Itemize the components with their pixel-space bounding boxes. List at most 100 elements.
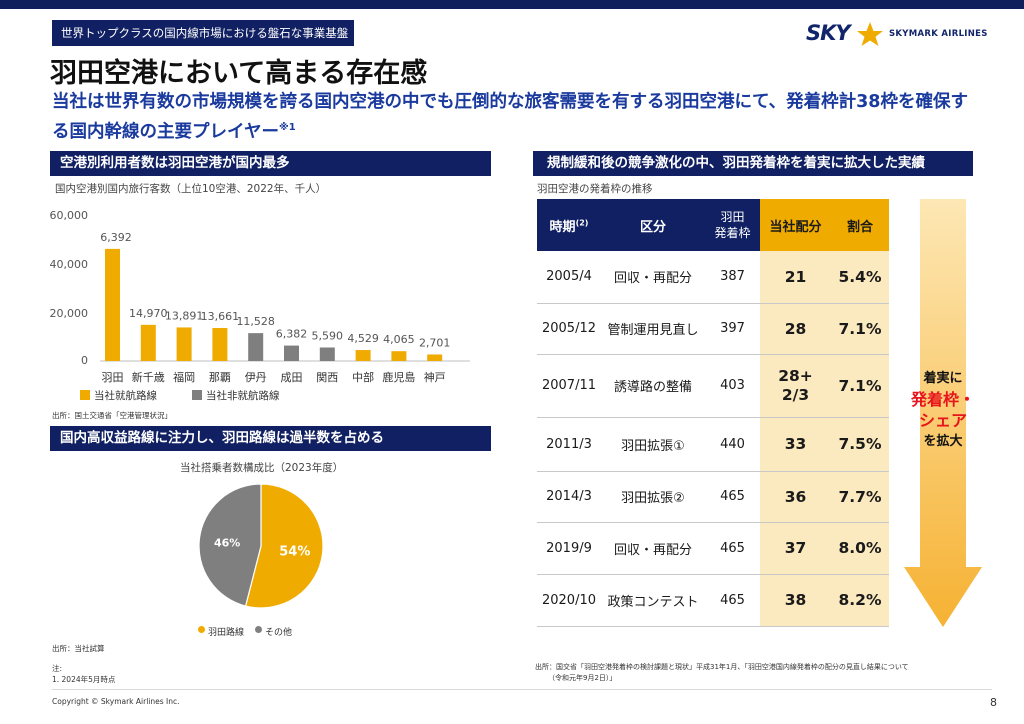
top-accent-bar <box>0 0 1024 9</box>
cell-our-slots: 38 <box>760 574 831 627</box>
table-row: 2005/4 回収・再配分 387 21 5.4% <box>537 251 889 304</box>
arrow-label-3: シェア <box>918 411 967 430</box>
cell-our-slots: 36 <box>760 471 831 523</box>
page-title: 羽田空港において高まる存在感 <box>50 58 428 89</box>
cell-period: 2011/3 <box>537 417 601 472</box>
table-row: 2014/3 羽田拡張② 465 36 7.7% <box>537 471 889 523</box>
pie-section-title: 国内高収益路線に注力し、羽田路線は過半数を占める <box>50 426 491 451</box>
cell-share: 7.1% <box>831 303 889 355</box>
cell-share: 7.1% <box>831 354 889 418</box>
col-header-period: 時期(2) <box>537 199 601 251</box>
legend-dot-haneda <box>198 626 205 633</box>
cell-haneda-slots: 465 <box>705 574 760 627</box>
cell-period: 2005/4 <box>537 251 601 304</box>
cell-category: 羽田拡張② <box>601 471 705 523</box>
bar-source: 出所：国土交通省「空港管理状況」 <box>52 411 172 420</box>
cell-share: 8.0% <box>831 522 889 575</box>
cell-share: 7.5% <box>831 417 889 472</box>
cell-our-slots: 28 <box>760 303 831 355</box>
note-label: 注: <box>52 664 63 673</box>
pie-slice <box>244 483 324 609</box>
legend-label-served: 当社就航路線 <box>94 390 157 402</box>
subtitle-note: ※1 <box>278 122 296 133</box>
bar-category-label: 鹿児島 <box>382 370 415 384</box>
pie-slice <box>198 483 262 607</box>
bar <box>248 333 264 361</box>
cell-haneda-slots: 465 <box>705 522 760 575</box>
table-header-row: 時期(2) 区分 羽田 発着枠 当社配分 割合 <box>537 199 889 251</box>
our-slots-value: 21 <box>784 267 807 286</box>
page-number: 8 <box>990 696 997 709</box>
pie-slice-label: 46% <box>214 537 240 550</box>
our-slots-value: 38 <box>784 591 807 609</box>
our-slots-value: 33 <box>784 435 807 453</box>
bar <box>212 327 228 361</box>
col-header-category: 区分 <box>601 199 705 251</box>
bar-section-title: 空港別利用者数は羽田空港が国内最多 <box>50 151 491 176</box>
cell-category: 回収・再配分 <box>601 251 705 304</box>
cell-haneda-slots: 465 <box>705 471 760 523</box>
cell-our-slots: 28+ 2/3 <box>760 354 831 418</box>
y-tick-label: 40,000 <box>49 258 89 271</box>
y-tick-label: 20,000 <box>49 307 89 320</box>
bar-value-label: 5,590 <box>312 329 344 342</box>
cell-period: 2019/9 <box>537 522 601 575</box>
legend-label-other: その他 <box>265 628 293 638</box>
table-row: 2019/9 回収・再配分 465 37 8.0% <box>537 522 889 575</box>
cell-period: 2014/3 <box>537 471 601 523</box>
table-section-title: 規制緩和後の競争激化の中、羽田発着枠を着実に拡大した実績 <box>533 151 973 176</box>
cell-haneda-slots: 403 <box>705 354 760 418</box>
cell-category: 誘導路の整備 <box>601 354 705 418</box>
bar-value-label: 46,392 <box>100 231 132 244</box>
table-source-2: （令和元年9月2日）」 <box>548 674 617 682</box>
arrow-label-2: 発着枠・ <box>910 390 975 409</box>
cell-share: 8.2% <box>831 574 889 627</box>
table-row: 2011/3 羽田拡張① 440 33 7.5% <box>537 417 889 472</box>
cell-period: 2007/11 <box>537 354 601 418</box>
bar-category-label: 福岡 <box>173 370 195 384</box>
bar-category-label: 中部 <box>352 370 374 384</box>
cell-category: 羽田拡張① <box>601 417 705 472</box>
table-caption: 羽田空港の発着枠の推移 <box>537 183 653 195</box>
cell-share: 5.4% <box>831 251 889 304</box>
arrow-label-1: 着実に <box>923 371 963 386</box>
bar-category-label: 新千歳 <box>132 370 165 384</box>
legend-swatch-served <box>80 390 90 400</box>
growth-arrow <box>904 199 982 627</box>
bar-category-label: 伊丹 <box>245 371 267 384</box>
cell-our-slots: 33 <box>760 417 831 472</box>
table-source-1: 出所：国交省「羽田空港発着枠の検討課題と現状」平成31年1月、「羽田空港国内線発… <box>535 663 909 671</box>
bar <box>140 324 156 361</box>
bar-value-label: 6,382 <box>276 328 308 341</box>
pie-chart-caption: 当社搭乗者数構成比（2023年度） <box>180 462 344 474</box>
arrow-label-4: を拡大 <box>923 434 963 449</box>
bar-value-label: 2,701 <box>419 336 451 349</box>
bar <box>176 327 192 361</box>
bar-chart: 60,000 40,000 20,000 0 46,392 羽田 14,970 新千歳… <box>48 205 493 410</box>
bar-value-label: 4,529 <box>347 332 379 345</box>
bar-chart-caption: 国内空港別国内旅行客数（上位10空港、2022年、千人） <box>55 183 327 195</box>
legend-dot-other <box>255 626 262 633</box>
bar <box>319 347 335 361</box>
cell-period: 2005/12 <box>537 303 601 355</box>
footer-divider <box>52 689 992 690</box>
cell-haneda-slots: 397 <box>705 303 760 355</box>
bar-value-label: 13,661 <box>201 310 240 323</box>
cell-our-slots: 21 <box>760 251 831 304</box>
table-row: 2007/11 誘導路の整備 403 28+ 2/3 7.1% <box>537 354 889 418</box>
our-slots-fraction: 2/3 <box>781 385 810 404</box>
bar-category-label: 関西 <box>316 371 338 384</box>
col-header-haneda-slots: 羽田 発着枠 <box>705 199 760 251</box>
pie-source: 出所：当社試算 <box>52 644 105 653</box>
legend-swatch-not-served <box>192 390 202 400</box>
cell-share: 7.7% <box>831 471 889 523</box>
company-logo: SKY SKYMARK AIRLINES <box>806 19 987 49</box>
legend-label-not-served: 当社非就航路線 <box>206 390 280 402</box>
our-slots-value: 28 <box>784 319 807 338</box>
bar-category-label: 那覇 <box>209 371 231 384</box>
legend-label-haneda: 羽田路線 <box>208 628 245 638</box>
cell-haneda-slots: 440 <box>705 417 760 472</box>
cell-period: 2020/10 <box>537 574 601 627</box>
bar-value-label: 11,528 <box>236 315 275 328</box>
pie-slice-label: 54% <box>279 544 310 559</box>
